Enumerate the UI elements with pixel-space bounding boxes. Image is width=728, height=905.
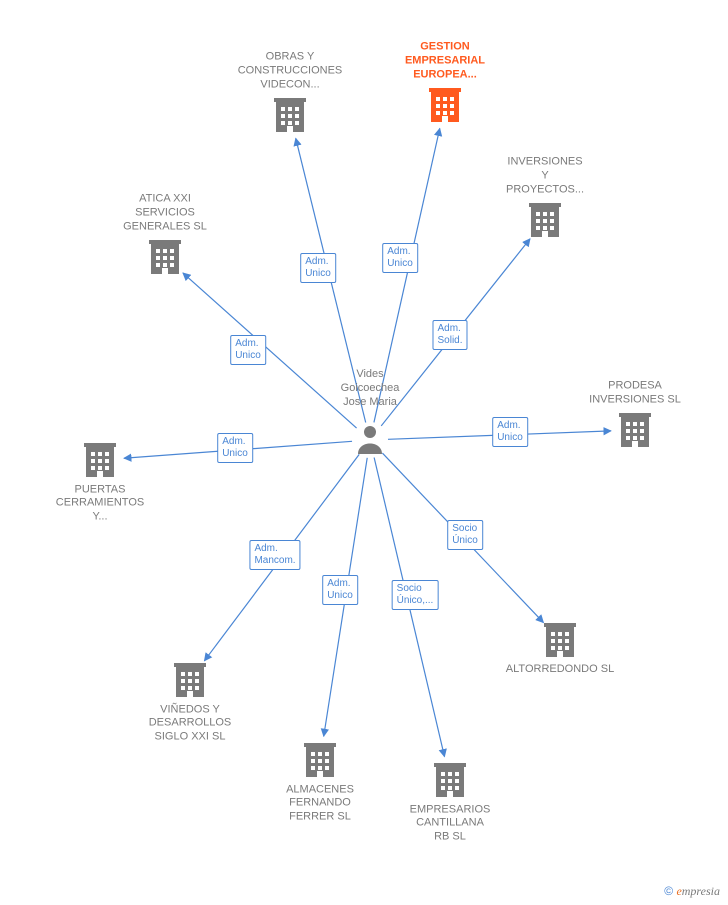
edge-label-almacenes: Adm. Unico	[322, 575, 358, 605]
node-label-gestion: GESTION EMPRESARIAL EUROPEA...	[405, 41, 485, 82]
edge-label-altorredondo: Socio Único	[447, 520, 483, 550]
edge-label-vinedos: Adm. Mancom.	[249, 540, 300, 570]
building-icon	[529, 203, 561, 237]
building-icon	[274, 98, 306, 132]
edge-label-empresarios: Socio Único,...	[392, 580, 439, 610]
edge-label-atica: Adm. Unico	[230, 335, 266, 365]
building-icon	[174, 663, 206, 697]
building-icon	[84, 443, 116, 477]
node-label-altorredondo: ALTORREDONDO SL	[506, 663, 614, 677]
node-label-atica: ATICA XXI SERVICIOS GENERALES SL	[123, 193, 207, 234]
copyright-symbol: ©	[664, 884, 673, 898]
diagram-canvas	[0, 0, 728, 905]
node-label-prodesa: PRODESA INVERSIONES SL	[589, 380, 681, 408]
person-icon	[358, 426, 382, 454]
edge-label-gestion: Adm. Unico	[382, 243, 418, 273]
brand-rest: mpresia	[682, 884, 720, 898]
building-icon	[149, 240, 181, 274]
building-icon	[304, 743, 336, 777]
node-label-vinedos: VIÑEDOS Y DESARROLLOS SIGLO XXI SL	[149, 703, 232, 744]
node-label-empresarios: EMPRESARIOS CANTILLANA RB SL	[410, 803, 491, 844]
node-label-puertas: PUERTAS CERRAMIENTOS Y...	[56, 483, 144, 524]
copyright: © empresia	[664, 884, 720, 899]
center-label: Vides Goicoechea Jose Maria	[341, 368, 400, 409]
node-label-almacenes: ALMACENES FERNANDO FERRER SL	[286, 783, 354, 824]
building-icon	[434, 763, 466, 797]
building-icon	[544, 623, 576, 657]
edge-label-prodesa: Adm. Unico	[492, 417, 528, 447]
node-label-obras: OBRAS Y CONSTRUCCIONES VIDECON...	[238, 51, 343, 92]
building-icon	[429, 88, 461, 122]
edge-atica	[183, 273, 357, 428]
edge-label-inversiones: Adm. Solid.	[432, 320, 467, 350]
node-label-inversiones: INVERSIONES Y PROYECTOS...	[506, 156, 584, 197]
edge-label-puertas: Adm. Unico	[217, 433, 253, 463]
edge-label-obras: Adm. Unico	[300, 253, 336, 283]
building-icon	[619, 413, 651, 447]
